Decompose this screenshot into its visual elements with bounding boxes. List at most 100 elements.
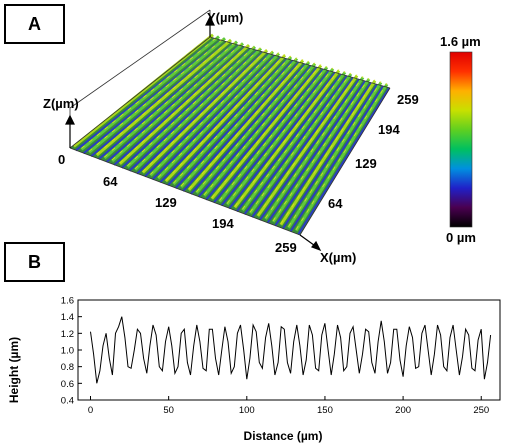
surface-ridge-crest xyxy=(157,52,281,180)
surface-ridge-valley xyxy=(251,77,354,218)
surface-ridge-valley xyxy=(182,61,300,192)
surface-ridge-highlight xyxy=(188,59,304,190)
surface-ridge-crest xyxy=(279,79,377,226)
surface-ridge-crest xyxy=(233,69,341,209)
surface-ridge-crest xyxy=(111,42,245,163)
surface-ridge-crest xyxy=(287,81,383,229)
surface-ridge-valley xyxy=(259,79,360,221)
surface-ridge-crest xyxy=(164,54,287,183)
surface-ridge-valley xyxy=(243,75,348,215)
surface-ridge-crest xyxy=(141,49,269,174)
surface-ridge-valley xyxy=(266,80,366,224)
y-arrow-head xyxy=(205,15,215,26)
x-tick-64: 64 xyxy=(103,174,118,189)
surface-ridge-crest xyxy=(134,47,263,171)
surface-ridge-crest xyxy=(248,73,353,215)
y-tick-194: 194 xyxy=(378,122,400,137)
z-axis-title: Z(µm) xyxy=(43,96,79,111)
x-arrow-head xyxy=(311,240,322,252)
x-axis-label: Distance (µm) xyxy=(244,429,323,443)
surface-ridge-valley xyxy=(220,70,330,207)
surface-ridge-valley xyxy=(144,53,270,178)
x-tick-label: 50 xyxy=(163,405,174,416)
y-tick-129: 129 xyxy=(355,156,377,171)
surface-ridge-crest xyxy=(210,64,323,200)
surface-ridge-valley xyxy=(190,63,306,195)
surface-ridge-crest xyxy=(195,61,311,194)
surface-ridge-crest xyxy=(149,50,275,177)
surface-ridge-highlight xyxy=(249,72,352,213)
plot-frame xyxy=(77,299,501,401)
x-tick-129: 129 xyxy=(155,195,177,210)
y-tick-label: 0.4 xyxy=(61,396,74,407)
panel-a-label: A xyxy=(4,4,65,44)
y-tick-label: 0.6 xyxy=(61,379,74,390)
surface-ridge-highlight xyxy=(203,62,316,196)
surface-ridge-crest xyxy=(203,62,317,197)
surface-ridge-crest xyxy=(80,35,220,151)
colorbar-min-label: 0 µm xyxy=(446,230,476,245)
surface-ridge-valley xyxy=(236,73,342,212)
surface-ridge-highlight xyxy=(280,79,376,224)
surface-ridge-highlight xyxy=(288,81,382,227)
surface-ridge-crest xyxy=(103,40,238,160)
surface-ridge-valley xyxy=(197,65,312,198)
surface-ridge-crest xyxy=(180,57,299,189)
surface-ridge-highlight xyxy=(242,71,346,210)
surface-ridge-highlight xyxy=(226,67,334,204)
surface-ridge-valley xyxy=(289,85,384,233)
surface-ridge-crest xyxy=(88,37,226,154)
surface-ridge-valley xyxy=(228,72,336,210)
surface-ridge-valley xyxy=(274,82,372,227)
y-tick-label: 1.4 xyxy=(61,312,74,323)
panel-b-label: B xyxy=(4,242,65,282)
surface-ridge-crest xyxy=(218,66,329,203)
surface-ridge-valley xyxy=(167,58,288,186)
height-profile-chart: 0 50 100 150 200 250 0.4 0.6 0.8 1.0 1.2 1.4 1.6 Hei… xyxy=(7,296,501,443)
x-tick-label: 150 xyxy=(317,405,333,416)
origin-label: 0 xyxy=(58,152,65,167)
profile-series-line xyxy=(90,316,492,384)
surface-ridge-highlight xyxy=(211,64,322,198)
surface-ridge-valley xyxy=(136,51,264,175)
surface-ridges xyxy=(70,33,390,236)
surface-ridge-crest xyxy=(241,71,347,212)
surface-ridge-crest xyxy=(187,59,305,191)
x-tick-label: 0 xyxy=(88,405,93,416)
surface-ridge-valley xyxy=(281,84,378,230)
surface-ridge-crest xyxy=(95,38,232,157)
surface-ridge-valley xyxy=(213,68,324,204)
surface-ridge-crest xyxy=(225,67,335,206)
z-arrow-head xyxy=(65,114,75,125)
x-tick-194: 194 xyxy=(212,216,234,231)
x-tick-label: 200 xyxy=(395,405,411,416)
surface-ridge-valley xyxy=(174,60,294,189)
surface-ridge-crest xyxy=(172,55,293,186)
surface-ridge-highlight xyxy=(234,69,340,207)
surface-3d-plot: Y(µm) Z(µm) X(µm) 0 64 129 194 259 64 12… xyxy=(43,9,481,265)
y-axis-title: Y(µm) xyxy=(207,10,243,25)
surface-ridge-crest xyxy=(126,45,257,168)
surface-ridge-highlight xyxy=(265,76,364,219)
colorbar xyxy=(449,51,473,228)
y-tick-64: 64 xyxy=(328,196,343,211)
surface-ridge-valley xyxy=(205,67,318,201)
surface-ridge-highlight xyxy=(196,60,310,193)
colorbar-max-label: 1.6 µm xyxy=(440,34,481,49)
surface-ridge-valley xyxy=(151,55,276,181)
surface-ridge-valley xyxy=(297,87,390,236)
surface-ridge-highlight xyxy=(295,82,388,230)
x-tick-259: 259 xyxy=(275,240,297,255)
x-axis-title: X(µm) xyxy=(320,250,356,265)
surface-ridge-highlight xyxy=(257,74,358,216)
y-tick-label: 1.6 xyxy=(61,296,74,307)
y-tick-label: 1.2 xyxy=(61,329,74,340)
y-tick-label: 0.8 xyxy=(61,362,74,373)
surface-ridge-crest xyxy=(294,83,389,232)
profile-axes xyxy=(77,299,501,401)
surface-ridge-crest xyxy=(256,74,359,217)
surface-ridge-crest xyxy=(271,78,371,223)
surface-ridge-crest xyxy=(118,43,251,165)
y-tick-label: 1.0 xyxy=(61,346,74,357)
surface-ridge-highlight xyxy=(272,77,370,222)
